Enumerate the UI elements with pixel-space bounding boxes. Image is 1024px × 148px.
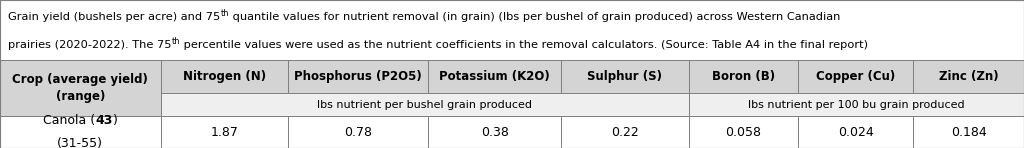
Text: th: th xyxy=(172,37,180,46)
Bar xyxy=(798,60,913,116)
Bar xyxy=(161,60,288,116)
Text: 0.058: 0.058 xyxy=(725,126,761,139)
Text: Phosphorus (P2O5): Phosphorus (P2O5) xyxy=(294,70,422,83)
Bar xyxy=(0,60,161,116)
Text: 0.78: 0.78 xyxy=(344,126,372,139)
Bar xyxy=(688,60,798,116)
Text: 0.22: 0.22 xyxy=(611,126,639,139)
Text: lbs nutrient per bushel grain produced: lbs nutrient per bushel grain produced xyxy=(317,100,532,110)
Bar xyxy=(288,60,428,116)
Text: Zinc (Zn): Zinc (Zn) xyxy=(939,70,998,83)
Text: 0.024: 0.024 xyxy=(838,126,873,139)
Text: prairies (2020-2022). The 75: prairies (2020-2022). The 75 xyxy=(8,40,172,50)
Bar xyxy=(688,116,798,148)
Bar xyxy=(913,60,1024,116)
Bar xyxy=(0,116,161,148)
Bar xyxy=(561,116,688,148)
Text: 1.87: 1.87 xyxy=(210,126,239,139)
Text: Canola (: Canola ( xyxy=(43,114,95,127)
Text: 0.38: 0.38 xyxy=(481,126,509,139)
Text: Sulphur (S): Sulphur (S) xyxy=(588,70,663,83)
Text: ): ) xyxy=(113,114,118,127)
Text: quantile values for nutrient removal (in grain) (lbs per bushel of grain produce: quantile values for nutrient removal (in… xyxy=(229,12,841,22)
Text: (range): (range) xyxy=(55,90,105,103)
Text: Crop (average yield): Crop (average yield) xyxy=(12,73,148,86)
Bar xyxy=(0,0,1024,60)
Text: percentile values were used as the nutrient coefficients in the removal calculat: percentile values were used as the nutri… xyxy=(180,40,868,50)
Text: 0.184: 0.184 xyxy=(951,126,986,139)
Text: 43: 43 xyxy=(95,114,113,127)
Bar xyxy=(428,116,561,148)
Text: Boron (B): Boron (B) xyxy=(712,70,775,83)
Bar xyxy=(688,93,1024,116)
Text: Potassium (K2O): Potassium (K2O) xyxy=(439,70,550,83)
Text: lbs nutrient per 100 bu grain produced: lbs nutrient per 100 bu grain produced xyxy=(748,100,965,110)
Bar xyxy=(0,60,161,116)
Bar xyxy=(288,116,428,148)
Text: Grain yield (bushels per acre) and 75: Grain yield (bushels per acre) and 75 xyxy=(8,12,220,22)
Text: th: th xyxy=(220,9,229,18)
Bar xyxy=(428,60,561,116)
Text: Copper (Cu): Copper (Cu) xyxy=(816,70,895,83)
Text: Nitrogen (N): Nitrogen (N) xyxy=(182,70,266,83)
Bar xyxy=(561,60,688,116)
Bar xyxy=(161,93,688,116)
Bar xyxy=(798,116,913,148)
Text: (31-55): (31-55) xyxy=(57,137,103,148)
Bar xyxy=(161,116,288,148)
Bar xyxy=(913,116,1024,148)
